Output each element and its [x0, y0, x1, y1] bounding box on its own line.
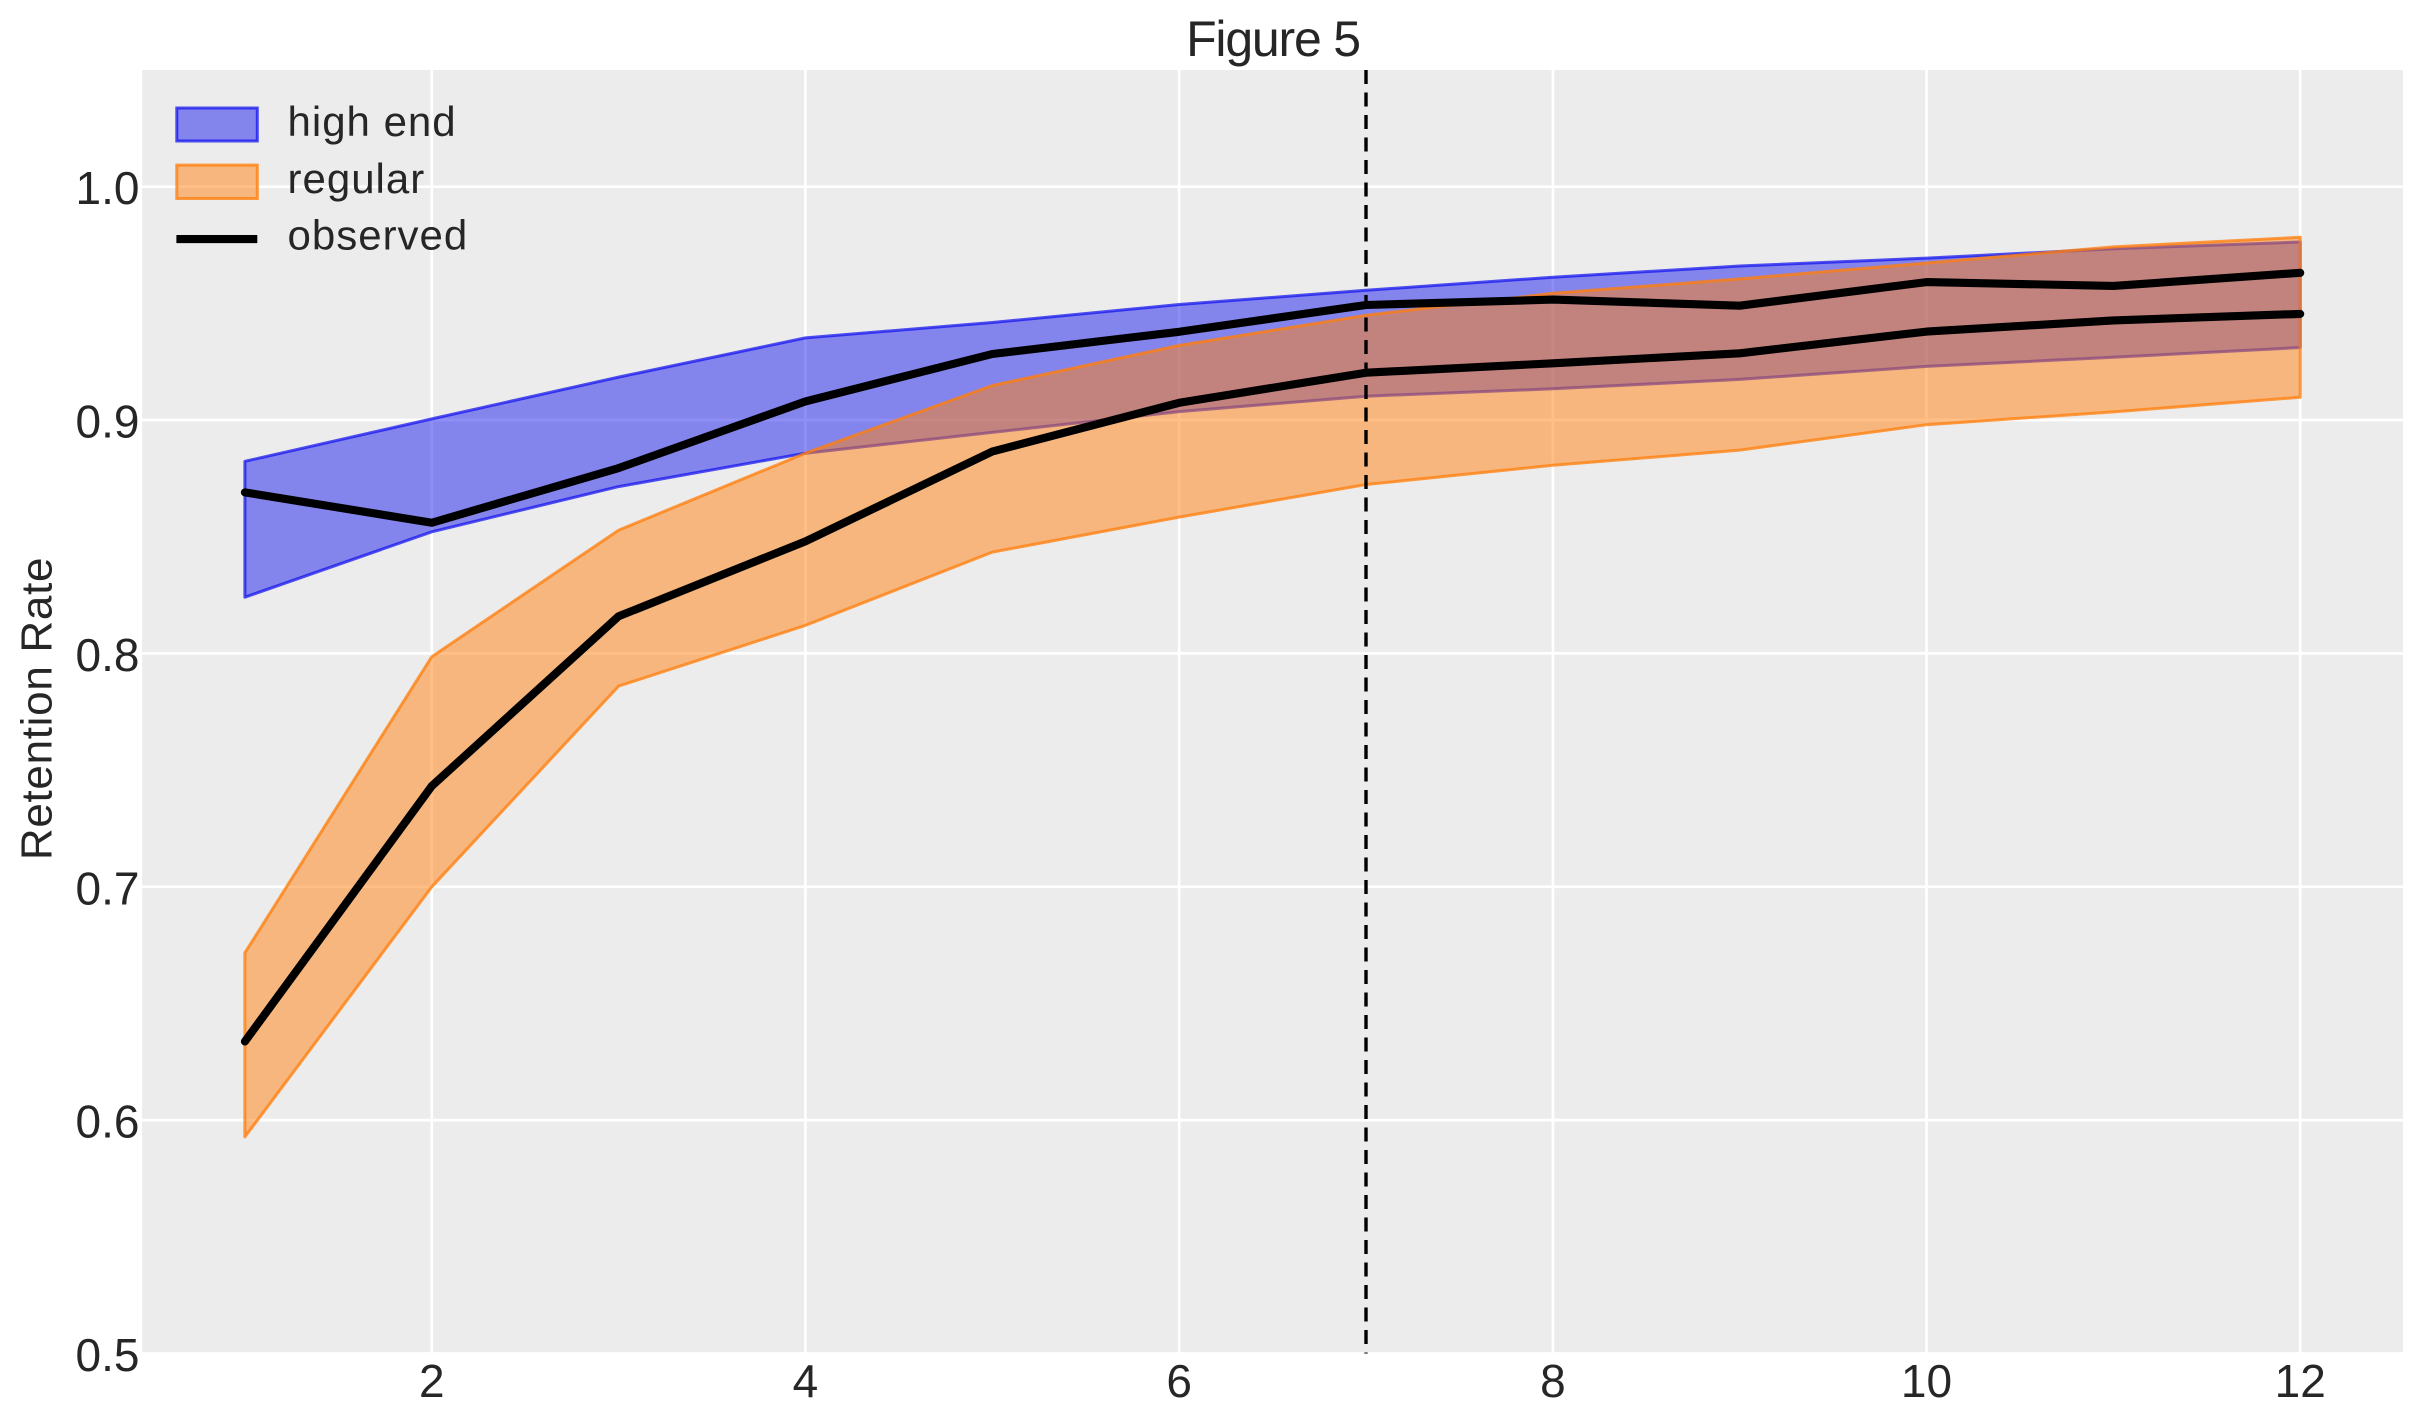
svg-text:0.5: 0.5 [76, 1329, 140, 1381]
svg-text:Figure 5: Figure 5 [1186, 11, 1360, 67]
svg-text:0.7: 0.7 [76, 862, 140, 914]
svg-text:8: 8 [1540, 1355, 1566, 1407]
svg-text:0.8: 0.8 [76, 629, 140, 681]
svg-text:high end: high end [288, 98, 457, 145]
svg-text:0.6: 0.6 [76, 1096, 140, 1148]
svg-text:Retention Rate: Retention Rate [13, 557, 62, 860]
svg-text:0.9: 0.9 [76, 396, 140, 448]
svg-text:observed: observed [288, 211, 469, 258]
svg-text:4: 4 [793, 1355, 819, 1407]
svg-text:regular: regular [288, 155, 426, 202]
svg-text:2: 2 [419, 1355, 445, 1407]
svg-text:1.0: 1.0 [76, 162, 140, 214]
svg-text:6: 6 [1166, 1355, 1192, 1407]
svg-text:10: 10 [1901, 1355, 1952, 1407]
svg-text:12: 12 [2275, 1355, 2326, 1407]
